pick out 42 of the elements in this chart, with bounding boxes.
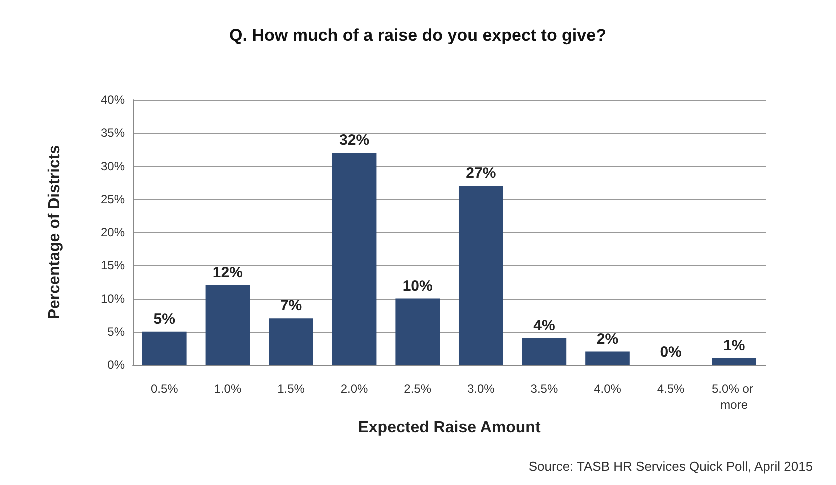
bar bbox=[269, 318, 314, 365]
bar bbox=[586, 352, 630, 365]
data-label: 0% bbox=[660, 344, 682, 361]
x-tick-label: 3.5% bbox=[530, 382, 558, 396]
bar bbox=[332, 153, 377, 365]
y-tick-label: 40% bbox=[100, 93, 126, 107]
x-tick-label: 2.5% bbox=[404, 382, 432, 396]
data-label: 27% bbox=[466, 165, 496, 182]
data-label: 12% bbox=[212, 264, 243, 282]
x-axis-title: Expected Raise Amount bbox=[358, 420, 542, 436]
bar bbox=[142, 332, 187, 365]
y-tick-label: 0% bbox=[108, 358, 126, 372]
y-tick-label: 20% bbox=[100, 226, 126, 240]
data-label: 7% bbox=[280, 298, 302, 315]
data-label: 5% bbox=[154, 310, 176, 328]
bar bbox=[206, 286, 250, 365]
x-tick-label: 3.0% bbox=[467, 382, 496, 396]
x-tick-label: 1.5% bbox=[278, 382, 306, 396]
y-tick-label: 30% bbox=[100, 159, 126, 174]
bar bbox=[458, 186, 504, 365]
y-tick-label: 25% bbox=[100, 192, 126, 206]
y-tick-label: 5% bbox=[108, 324, 126, 339]
bar bbox=[396, 298, 440, 365]
x-tick-label: 2.0% bbox=[340, 382, 369, 396]
data-label: 2% bbox=[596, 330, 619, 348]
x-tick-label: 4.5% bbox=[657, 382, 686, 396]
y-axis-title: Percentage of Districts bbox=[46, 145, 64, 320]
x-tick-label: 1.0% bbox=[214, 382, 242, 396]
data-label: 1% bbox=[724, 337, 746, 354]
bar bbox=[712, 358, 757, 365]
data-label: 10% bbox=[402, 278, 433, 295]
x-tick-label: 0.5% bbox=[150, 382, 179, 396]
data-label: 4% bbox=[534, 318, 556, 334]
source-note: Source: TASB HR Services Quick Poll, April 2015 bbox=[528, 459, 814, 474]
x-tick-label: 5.0% or more bbox=[712, 382, 757, 412]
bar bbox=[522, 338, 567, 365]
y-tick-label: 15% bbox=[100, 258, 126, 273]
y-tick-label: 35% bbox=[100, 126, 126, 140]
data-label: 32% bbox=[340, 132, 370, 149]
x-tick-label: 4.0% bbox=[594, 382, 622, 396]
y-tick-label: 10% bbox=[100, 292, 126, 306]
chart-title: Q. How much of a raise do you expect to give? bbox=[230, 26, 606, 45]
